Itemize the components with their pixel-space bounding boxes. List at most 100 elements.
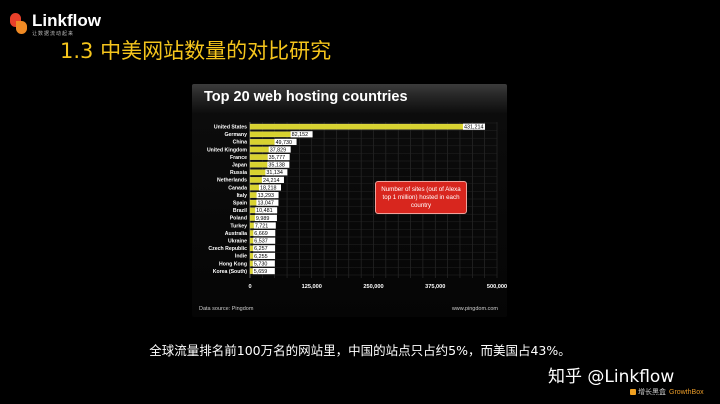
category-label: United Kingdom [207,147,247,153]
growthbox-watermark: 增长黑盒 GrowthBox [630,387,704,397]
category-label: Hong Kong [219,261,247,267]
data-source: Data source: Pingdom [199,306,254,312]
value-label-box [267,154,290,161]
zhihu-watermark: 知乎 @Linkflow [548,367,675,387]
value-label: 6,537 [254,239,268,245]
bar [249,161,268,168]
value-label: 431,214 [464,125,484,131]
value-label: 5,730 [254,261,268,267]
category-label: Spain [233,201,247,207]
value-label-box [463,123,486,130]
category-label: Ukraine [228,239,247,245]
value-label-box [253,237,276,244]
value-label: 6,257 [254,246,267,252]
value-label-box [274,138,297,145]
value-label: 13,047 [257,201,274,207]
bar [249,253,254,259]
x-tick-label: 500,000 [487,284,507,290]
value-label: 24,214 [263,178,280,184]
bar [249,215,256,221]
value-label: 5,659 [254,269,267,275]
value-label-box [253,245,276,252]
category-label: Poland [230,216,247,222]
bar [249,184,260,191]
bar [249,230,254,236]
chart-panel: United States 431,214 Germany 82,152 China 49… [192,84,507,317]
value-label-box [265,169,288,176]
bar [249,260,253,267]
x-tick-label: 250,000 [363,284,383,290]
value-label: 7,721 [255,223,269,229]
linkflow-logo-icon [10,13,28,35]
value-label: 82,152 [292,132,309,138]
category-label: Italy [237,193,247,199]
category-label: China [233,140,248,146]
value-label: 10,481 [256,208,273,214]
value-label-box [268,146,291,153]
logo-subtitle: 让数据流动起来 [32,31,75,37]
bar [249,207,256,214]
value-label-box [252,268,275,275]
bar [249,146,269,153]
value-label-box [256,192,279,199]
value-label-box [261,176,284,183]
category-label: Korea (South) [213,269,248,275]
value-label: 9,989 [256,216,270,222]
slide-caption: 全球流量排名前100万名的网站里，中国的站点只占约5%，而美国占43%。 [149,343,571,358]
value-label-box [252,260,275,267]
category-label: France [230,155,247,161]
logo-name: Linkflow [32,11,101,30]
value-label-box [255,207,278,214]
growthbox-en: GrowthBox [669,388,704,396]
bar [249,169,266,176]
category-label: Russia [230,170,247,176]
bar [249,245,254,252]
x-tick-label: 125,000 [302,284,322,290]
value-label: 6,255 [254,254,268,260]
x-tick-label: 375,000 [425,284,445,290]
bar [249,139,275,145]
category-label: Canada [228,185,247,191]
bar-chart: United States 431,214 Germany 82,152 China 49… [207,122,507,290]
value-label: 31,134 [266,170,283,176]
value-label-box [267,161,290,168]
value-label-box [290,131,313,138]
brand-logo: Linkflow 让数据流动起来 [10,12,101,37]
bar [249,177,263,183]
value-label-box [258,184,281,191]
bar [249,222,254,229]
slide-title: 1.3 中美网站数量的对比研究 [60,39,332,63]
category-label: Indie [235,254,247,260]
chart-title: Top 20 web hosting countries [204,89,408,105]
category-label: Brazil [233,208,248,214]
value-label-box [256,199,279,206]
category-label: Japan [232,163,247,169]
bar [249,131,291,138]
value-label-box [253,230,276,237]
bar [249,123,464,130]
category-label: Netherlands [217,178,247,184]
growthbox-cn: 增长黑盒 [638,388,666,396]
value-label: 37,829 [270,147,287,153]
bar [249,268,253,274]
value-label: 35,777 [269,155,286,161]
chart-callout: Number of sites (out of Alexa top 1 mill… [375,181,467,214]
growthbox-icon [630,389,636,395]
category-label: Czech Republic [208,246,247,252]
x-tick-label: 0 [248,284,251,290]
bar [249,192,257,198]
source-url: www.pingdom.com [451,306,498,312]
bar [249,199,257,206]
bar [249,154,268,160]
category-label: United States [214,125,247,131]
value-label: 18,218 [260,185,277,191]
value-label: 13,293 [258,193,275,199]
value-label-box [253,222,276,229]
category-label: Australia [225,231,247,237]
value-label-box [253,252,276,259]
value-label: 35,138 [268,163,285,169]
bar [249,237,254,244]
value-label: 6,669 [254,231,268,237]
value-label: 49,730 [276,140,293,146]
value-label-box [254,214,277,221]
